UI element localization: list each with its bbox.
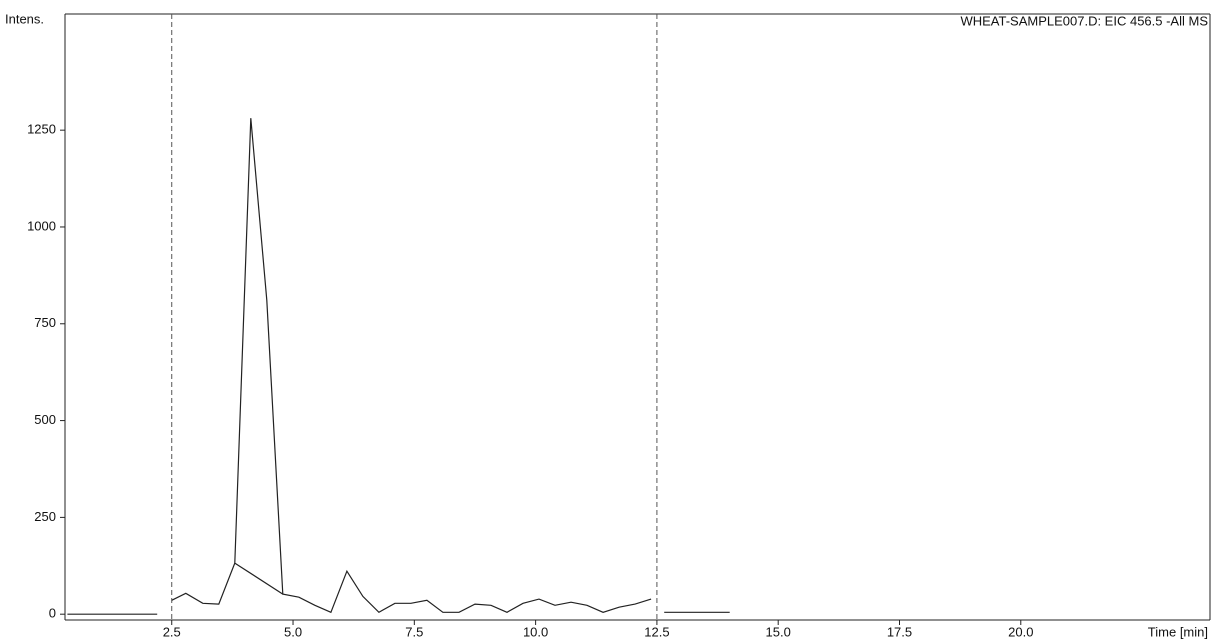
- y-tick-label: 1250: [27, 122, 56, 137]
- y-tick-label: 1000: [27, 218, 56, 233]
- x-tick-label: 5.0: [284, 624, 302, 639]
- y-tick-label: 750: [34, 315, 56, 330]
- x-tick-label: 12.5: [644, 624, 669, 639]
- trace-line: [234, 562, 284, 595]
- x-tick-label: 17.5: [887, 624, 912, 639]
- x-tick-label: 15.0: [766, 624, 791, 639]
- x-axis-label: Time [min]: [1148, 624, 1208, 639]
- y-tick-label: 0: [49, 606, 56, 621]
- x-tick-label: 10.0: [523, 624, 548, 639]
- y-tick-label: 500: [34, 412, 56, 427]
- x-tick-label: 2.5: [163, 624, 181, 639]
- y-tick-label: 250: [34, 509, 56, 524]
- x-tick-label: 20.0: [1008, 624, 1033, 639]
- x-tick-label: 7.5: [405, 624, 423, 639]
- trace-line: [67, 118, 730, 615]
- y-axis-label: Intens.: [5, 11, 44, 26]
- chart-title: WHEAT-SAMPLE007.D: EIC 456.5 -All MS: [960, 13, 1208, 28]
